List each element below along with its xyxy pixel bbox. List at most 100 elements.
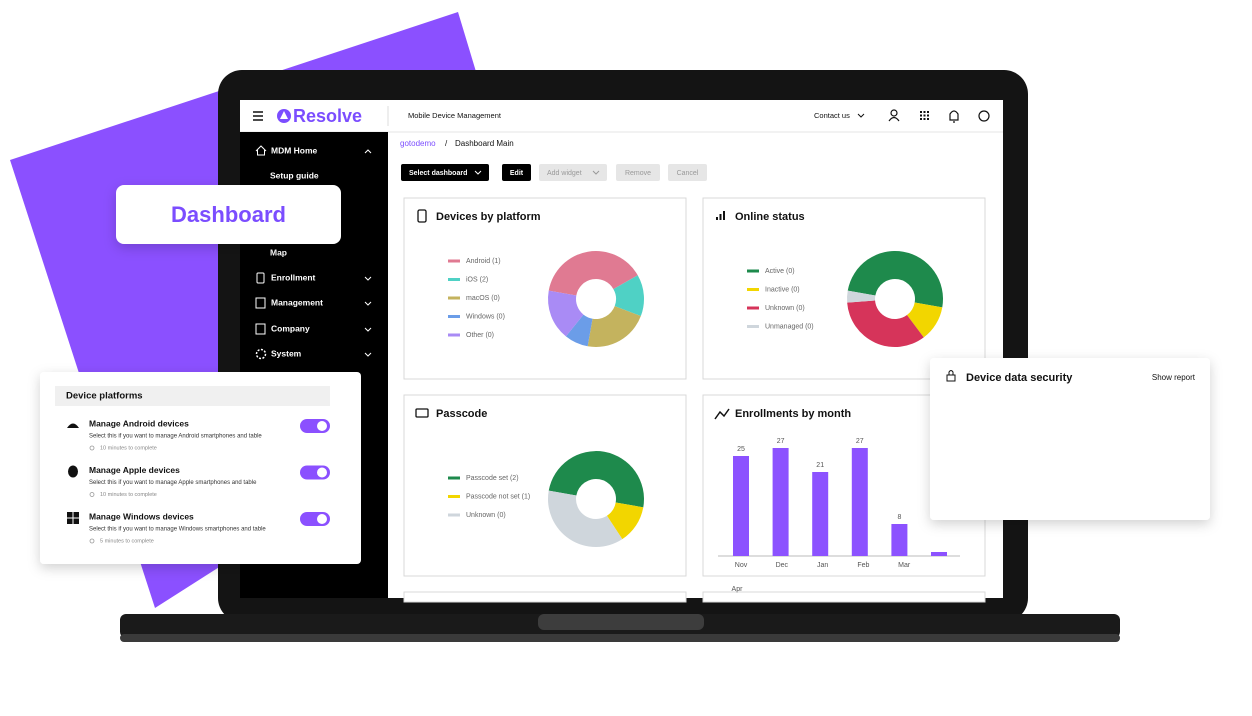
x-tick-label: Apr <box>732 586 744 593</box>
clock-icon <box>89 538 95 544</box>
donut-segment <box>606 502 644 540</box>
edit-button[interactable] <box>502 164 531 181</box>
bar-chart: 25 Nov 27 Dec 21 Jan 27 Feb 8 Mar Apr <box>732 438 947 593</box>
passcode-icon <box>415 408 429 418</box>
nav-caret <box>364 327 372 332</box>
legend-label: Passcode not set (1) <box>466 493 530 500</box>
apple-icon <box>68 465 78 478</box>
panel-title-bar <box>55 386 330 406</box>
contact-caret <box>857 113 865 118</box>
legend-label: Unmanaged (0) <box>765 323 814 330</box>
bar <box>931 552 947 556</box>
donut-segment <box>548 251 638 296</box>
legend-label: Unknown (0) <box>466 512 506 519</box>
lock-icon <box>946 374 956 382</box>
button-label: Add widget <box>547 170 582 177</box>
platform-time: 5 minutes to complete <box>100 538 154 544</box>
system-icon <box>255 348 267 360</box>
remove-button[interactable] <box>616 164 660 181</box>
windows-icon <box>73 518 79 524</box>
donut-segment <box>847 251 943 308</box>
value-label: 8 <box>897 514 901 521</box>
donut-segment <box>565 314 593 347</box>
laptop-notch <box>538 614 704 630</box>
legend-label: Inactive (0) <box>765 286 800 293</box>
clock-icon <box>89 445 95 451</box>
contact-link[interactable]: Contact us <box>814 111 850 120</box>
cancel-button[interactable] <box>668 164 707 181</box>
legend-label: iOS (2) <box>466 276 488 283</box>
button-label: Remove <box>625 170 651 177</box>
bar <box>891 524 908 556</box>
security-card <box>930 358 1210 520</box>
toggle-knob <box>317 467 327 478</box>
help-icon[interactable] <box>978 110 990 122</box>
nav-caret <box>364 149 372 154</box>
x-tick-label: Jan <box>817 562 828 569</box>
logo[interactable]: Resolve <box>293 106 362 126</box>
trend-icon <box>714 408 730 420</box>
nav-item[interactable]: Enrollment <box>271 272 316 282</box>
nav-item[interactable]: Company <box>271 323 310 333</box>
menu-icon[interactable] <box>253 111 263 121</box>
platform-title: Manage Apple devices <box>89 465 180 475</box>
legend-label: Android (1) <box>466 258 501 265</box>
windows-icon <box>73 512 79 518</box>
bar <box>733 456 749 556</box>
nav-item[interactable]: System <box>271 348 302 358</box>
enrollment-icon <box>256 272 265 284</box>
platform-description: Select this if you want to manage Apple … <box>89 480 257 486</box>
signal-icon <box>716 211 725 220</box>
value-label: 27 <box>777 438 785 445</box>
windows-icon <box>67 512 73 518</box>
bar <box>812 472 829 556</box>
widget-card-partial <box>702 591 986 603</box>
logo-glyph <box>280 111 288 119</box>
platform-description: Select this if you want to manage Window… <box>89 527 266 533</box>
platform-time: 10 minutes to complete <box>100 445 157 451</box>
widget-card <box>403 197 687 380</box>
x-tick-label: Dec <box>776 562 789 569</box>
nav-item[interactable]: MDM Home <box>271 145 318 155</box>
management-icon <box>255 297 266 309</box>
panel-title: Device platforms <box>66 391 143 402</box>
phone-icon <box>417 209 427 223</box>
widget-title: Enrollments by month <box>735 408 851 420</box>
select-dashboard-button[interactable] <box>401 164 489 181</box>
profile-icon[interactable] <box>888 109 900 122</box>
sidebar-nav: MDM Home Setup guide Map Enrollment Mana… <box>255 145 372 360</box>
apps-icon[interactable] <box>920 111 929 120</box>
nav-caret <box>364 301 372 306</box>
legend-label: Active (0) <box>765 268 795 275</box>
platform-title: Manage Windows devices <box>89 511 194 521</box>
clock-icon <box>89 492 95 497</box>
bell-icon[interactable] <box>949 110 959 123</box>
donut-segment <box>847 290 876 303</box>
button-label: Cancel <box>677 170 699 177</box>
nav-item[interactable]: Management <box>271 297 323 307</box>
x-tick-label: Mar <box>898 562 911 569</box>
nav-subitem[interactable]: Setup guide <box>270 170 319 180</box>
legend-label: Windows (0) <box>466 313 505 320</box>
donut-segment <box>548 451 644 508</box>
widget-title: Online status <box>735 211 805 223</box>
breadcrumb-root[interactable]: gotodemo <box>400 139 436 148</box>
widget-card <box>702 197 986 380</box>
donut-segment <box>548 490 623 547</box>
button-caret <box>474 170 482 175</box>
company-icon <box>255 323 266 335</box>
legend-label: Unknown (0) <box>765 305 805 312</box>
nav-subitem[interactable]: Map <box>270 247 287 257</box>
header-icons <box>888 109 990 123</box>
android-icon <box>67 423 79 428</box>
donut-segment <box>548 290 584 337</box>
legend-label: Passcode set (2) <box>466 475 519 482</box>
value-label: 27 <box>856 438 864 445</box>
button-label: Select dashboard <box>409 170 467 177</box>
donut-segment <box>613 275 644 317</box>
button-caret <box>592 170 600 175</box>
show-report-link[interactable]: Show report <box>1152 373 1196 382</box>
add-widget-button[interactable] <box>539 164 607 181</box>
widget-title: Passcode <box>436 408 487 420</box>
nav-caret <box>364 276 372 281</box>
